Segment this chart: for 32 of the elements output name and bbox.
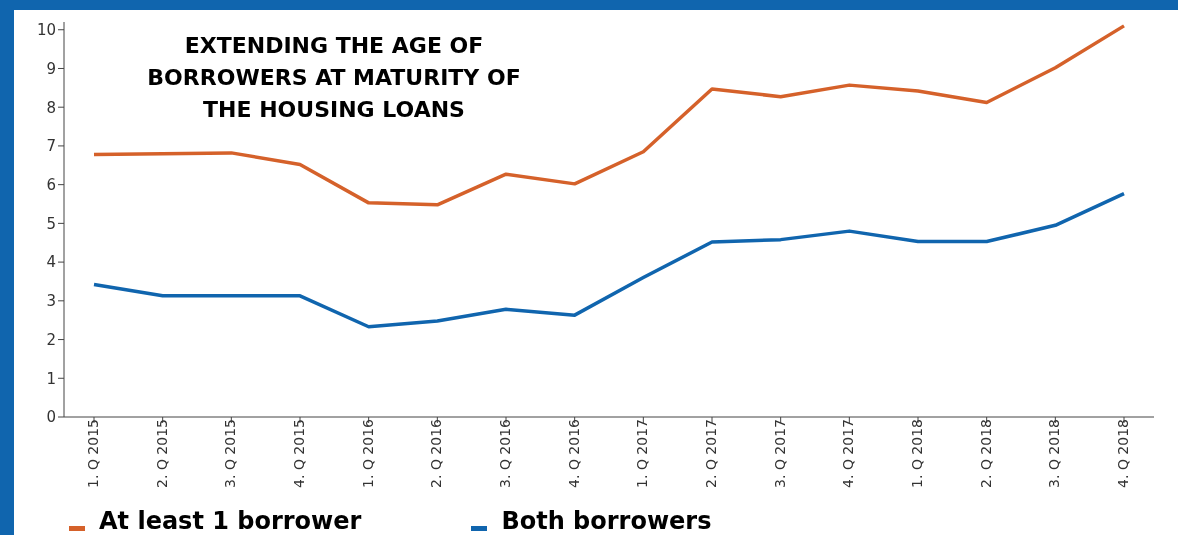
x-tick-label: 2. Q 2015	[153, 419, 170, 488]
y-tick-label: 4	[46, 253, 56, 272]
y-tick-label: 7	[46, 137, 56, 156]
x-tick-label: 2. Q 2017	[702, 419, 719, 488]
y-tick-label: 9	[46, 59, 56, 78]
y-tick-label: 1	[46, 369, 56, 388]
y-tick-label: 6	[46, 175, 56, 194]
y-tick-label: 10	[36, 21, 56, 40]
x-tick-label: 4. Q 2015	[290, 419, 307, 488]
y-tick-label: 5	[46, 214, 56, 233]
y-tick-label: 3	[46, 292, 56, 311]
x-tick-label: 4. Q 2016	[565, 418, 582, 488]
text: EXTENDING THE AGE OF BORROWERS AT MATURITY OF THE HOUSING LOANS	[146, 32, 522, 124]
y-tick-label: 0	[46, 408, 56, 427]
legend-label: Both borrowers	[501, 507, 712, 535]
x-tick-label: 3. Q 2018	[1046, 419, 1063, 488]
x-tick-label: 4. Q 2018	[1114, 419, 1131, 488]
x-tick-label: 4. Q 2017	[840, 419, 857, 488]
x-tick-label: 1. Q 2018	[908, 419, 925, 488]
x-tick-label: 1. Q 2017	[634, 419, 651, 488]
x-tick-label: 1. Q 2016	[359, 418, 376, 488]
y-tick-label: 2	[46, 330, 56, 349]
x-tick-label: 2. Q 2016	[428, 418, 445, 488]
x-tick-label: 2. Q 2018	[977, 419, 994, 488]
y-tick-label: 8	[46, 98, 56, 117]
line-series	[92, 191, 1126, 329]
legend-label: At least 1 borrower	[99, 507, 362, 535]
x-tick-label: 1. Q 2015	[84, 419, 101, 488]
x-tick-label: 3. Q 2016	[496, 418, 513, 488]
x-tick-label: 3. Q 2015	[222, 419, 239, 488]
x-tick-label: 3. Q 2017	[771, 419, 788, 488]
line-series	[92, 24, 1126, 207]
